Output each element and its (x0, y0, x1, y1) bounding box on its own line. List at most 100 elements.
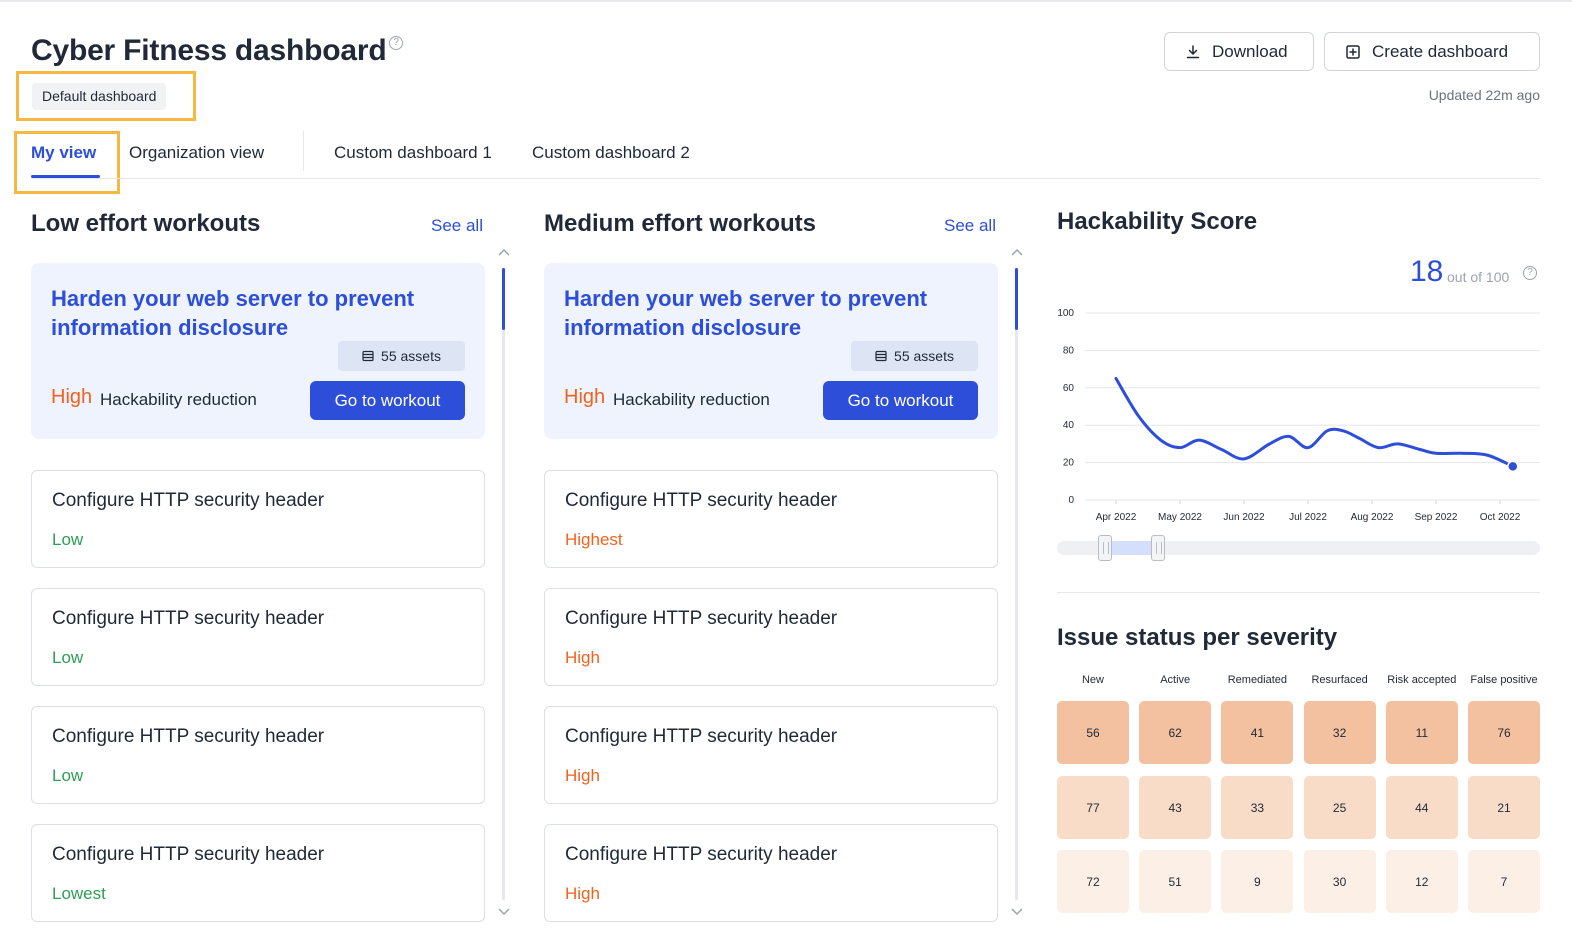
assets-count: 55 assets (381, 348, 441, 364)
workout-card[interactable]: Configure HTTP security header Low (31, 706, 485, 804)
heatmap-cell[interactable]: 76 (1468, 701, 1540, 764)
workout-card[interactable]: Configure HTTP security header Low (31, 588, 485, 686)
scroll-up-icon[interactable] (1010, 246, 1024, 260)
workout-title: Configure HTTP security header (565, 726, 838, 747)
default-dashboard-highlight: Default dashboard (16, 71, 196, 121)
x-tick-label: Apr 2022 (1096, 512, 1137, 523)
heatmap-cell[interactable]: 62 (1139, 701, 1212, 764)
medium-effort-title: Medium effort workouts (544, 210, 817, 237)
workout-level: High (565, 884, 600, 903)
hackability-score-max: out of 100 (1447, 269, 1510, 285)
scroll-down-icon[interactable] (497, 904, 511, 918)
heatmap-cell[interactable]: 51 (1139, 850, 1212, 913)
hackability-reduction-label: Hackability reduction (613, 390, 770, 409)
scrollbar-thumb[interactable] (1015, 268, 1018, 330)
range-start-handle[interactable] (1098, 535, 1113, 561)
server-icon (362, 350, 374, 362)
range-end-handle[interactable] (1151, 535, 1166, 561)
workout-card[interactable]: Configure HTTP security header High (544, 824, 998, 922)
medium-effort-see-all-link[interactable]: See all (944, 216, 996, 235)
page-title: Cyber Fitness dashboard? (31, 34, 403, 68)
tab-my-view[interactable]: My view (31, 143, 97, 162)
hackability-score-title: Hackability Score (1057, 208, 1258, 235)
heatmap-cell[interactable]: 32 (1303, 701, 1376, 764)
scrollbar-thumb[interactable] (502, 268, 505, 330)
workout-card[interactable]: Configure HTTP security header High (544, 706, 998, 804)
workout-level: High (565, 648, 600, 667)
workout-level: Low (52, 766, 84, 785)
heatmap-cell[interactable]: 7 (1468, 850, 1540, 913)
heatmap-column-label: Resurfaced (1311, 674, 1368, 686)
y-tick-label: 80 (1063, 345, 1075, 356)
low-effort-scrollbar[interactable] (502, 268, 505, 900)
y-tick-label: 0 (1068, 495, 1074, 506)
heatmap-cell[interactable]: 33 (1221, 776, 1294, 839)
heatmap-cell[interactable]: 77 (1057, 776, 1129, 839)
workout-card[interactable]: Configure HTTP security header Lowest (31, 824, 485, 922)
heatmap-cell[interactable]: 12 (1385, 850, 1458, 913)
download-icon (1186, 44, 1200, 58)
tabs-divider (31, 178, 1540, 179)
create-dashboard-button[interactable]: Create dashboard (1324, 32, 1540, 71)
heatmap-cell[interactable]: 72 (1057, 850, 1129, 913)
heatmap-cell[interactable]: 41 (1221, 701, 1294, 764)
heatmap-cell[interactable]: 21 (1468, 776, 1540, 839)
featured-workout-title: Harden your web server to prevent inform… (564, 286, 928, 340)
tab-custom-dashboard-1[interactable]: Custom dashboard 1 (334, 143, 492, 162)
y-tick-label: 100 (1057, 308, 1074, 319)
heatmap-cell[interactable]: 25 (1303, 776, 1376, 839)
x-tick-label: Sep 2022 (1415, 512, 1458, 523)
my-view-highlight (14, 131, 120, 194)
tab-separator (303, 131, 304, 171)
y-tick-label: 20 (1063, 458, 1075, 469)
assets-badge: 55 assets (851, 341, 978, 371)
hackability-level: High (51, 386, 93, 408)
help-icon[interactable]: ? (1523, 266, 1537, 280)
section-divider (1057, 592, 1540, 593)
low-effort-see-all-link[interactable]: See all (431, 216, 483, 235)
heatmap-cell[interactable]: 30 (1303, 850, 1376, 913)
workout-title: Configure HTTP security header (52, 844, 325, 865)
workout-level: Lowest (52, 884, 106, 903)
workout-title: Configure HTTP security header (565, 490, 838, 511)
hackability-level: High (564, 386, 606, 408)
workout-title: Configure HTTP security header (52, 726, 325, 747)
go-to-workout-button[interactable]: Go to workout (310, 381, 465, 420)
heatmap-column-label: Remediated (1227, 674, 1288, 686)
workout-card[interactable]: Configure HTTP security header High (544, 588, 998, 686)
workout-level: Low (52, 530, 84, 549)
help-icon[interactable]: ? (389, 36, 403, 50)
create-dashboard-label: Create dashboard (1372, 41, 1509, 61)
assets-count: 55 assets (894, 348, 954, 364)
workout-title: Configure HTTP security header (52, 490, 325, 511)
heatmap-cell[interactable]: 11 (1385, 701, 1458, 764)
low-effort-featured-card[interactable]: Harden your web server to prevent inform… (31, 263, 485, 439)
heatmap-cell[interactable]: 44 (1385, 776, 1458, 839)
heatmap-cell[interactable]: 9 (1221, 850, 1294, 913)
workout-card[interactable]: Configure HTTP security header Low (31, 470, 485, 568)
workout-card[interactable]: Configure HTTP security header Highest (544, 470, 998, 568)
x-tick-label: Jul 2022 (1289, 512, 1327, 523)
workout-level: Highest (565, 530, 623, 549)
heatmap-cell[interactable]: 56 (1057, 701, 1129, 764)
date-range-slider[interactable] (1057, 535, 1540, 561)
updated-timestamp: Updated 22m ago (1428, 87, 1540, 103)
heatmap-cell[interactable]: 43 (1139, 776, 1212, 839)
workout-title: Configure HTTP security header (52, 608, 325, 629)
scroll-up-icon[interactable] (497, 246, 511, 260)
tab-custom-dashboard-2[interactable]: Custom dashboard 2 (532, 143, 690, 162)
add-square-icon (1346, 44, 1360, 59)
heatmap-column-label: False positive (1470, 674, 1538, 686)
hackability-reduction-label: Hackability reduction (100, 390, 257, 409)
hackability-series-line (1114, 376, 1515, 468)
workout-title: Configure HTTP security header (565, 844, 838, 865)
tab-organization-view[interactable]: Organization view (129, 143, 265, 162)
workout-level: Low (52, 648, 84, 667)
y-tick-label: 60 (1063, 383, 1075, 394)
medium-effort-featured-card[interactable]: Harden your web server to prevent inform… (544, 263, 998, 439)
go-to-workout-button[interactable]: Go to workout (823, 381, 978, 420)
scroll-down-icon[interactable] (1010, 904, 1024, 918)
download-button[interactable]: Download (1164, 32, 1314, 71)
current-score-point (1507, 460, 1519, 473)
medium-effort-scrollbar[interactable] (1015, 268, 1018, 900)
